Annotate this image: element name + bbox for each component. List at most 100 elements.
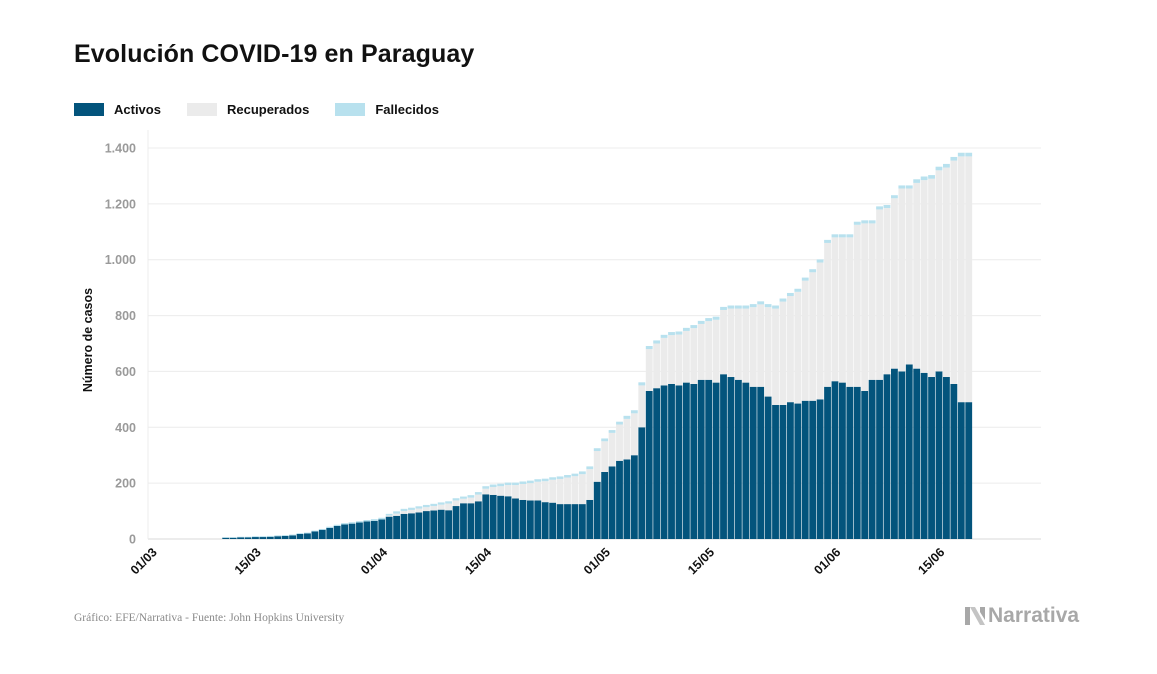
bar-recuperados xyxy=(526,483,534,501)
legend-swatch-activos xyxy=(74,103,104,116)
bar-fallecidos xyxy=(883,204,891,209)
bar-activos xyxy=(408,513,415,539)
bar-fallecidos xyxy=(772,305,779,309)
bar-activos xyxy=(519,499,527,539)
bar-activos xyxy=(816,399,824,539)
bar-activos xyxy=(734,379,742,539)
bar-fallecidos xyxy=(616,421,623,425)
bar-activos xyxy=(742,382,750,539)
bar-activos xyxy=(824,386,831,539)
bar-recuperados xyxy=(556,478,564,505)
bar-fallecidos xyxy=(660,334,668,338)
bar-fallecidos xyxy=(400,508,408,512)
bar-recuperados xyxy=(794,291,802,404)
legend-label-recuperados: Recuperados xyxy=(226,102,310,117)
bar-activos xyxy=(623,459,631,539)
bar-fallecidos xyxy=(289,534,296,536)
bar-fallecidos xyxy=(645,346,653,350)
bar-fallecidos xyxy=(304,532,311,534)
bar-recuperados xyxy=(630,413,638,456)
y-tick-label: 200 xyxy=(115,477,136,491)
bar-fallecidos xyxy=(809,269,817,273)
bar-fallecidos xyxy=(824,239,831,243)
bar-fallecidos xyxy=(363,520,371,522)
bar-fallecidos xyxy=(935,166,943,171)
bar-fallecidos xyxy=(259,536,267,538)
bar-fallecidos xyxy=(943,163,950,168)
bar-recuperados xyxy=(742,308,750,383)
bar-recuperados xyxy=(801,280,809,401)
bar-fallecidos xyxy=(816,259,824,263)
bar-activos xyxy=(430,510,438,539)
bar-fallecidos xyxy=(831,234,839,238)
bar-recuperados xyxy=(943,167,950,378)
bar-activos xyxy=(311,531,319,539)
bar-activos xyxy=(363,521,371,539)
bar-recuperados xyxy=(601,441,609,472)
bar-fallecidos xyxy=(474,492,482,495)
bar-activos xyxy=(794,403,802,539)
bar-fallecidos xyxy=(682,327,690,331)
bar-recuperados xyxy=(460,498,467,504)
bar-fallecidos xyxy=(229,537,237,538)
y-tick-label: 1.000 xyxy=(105,253,136,267)
bar-recuperados xyxy=(623,418,631,460)
bar-activos xyxy=(757,386,765,539)
bar-fallecidos xyxy=(564,475,571,478)
bar-recuperados xyxy=(891,198,898,369)
bar-activos xyxy=(549,502,557,539)
bar-fallecidos xyxy=(237,536,244,538)
bar-fallecidos xyxy=(281,535,289,536)
bar-recuperados xyxy=(415,508,423,513)
bar-fallecidos xyxy=(504,482,512,486)
bar-fallecidos xyxy=(794,288,802,292)
bar-fallecidos xyxy=(341,523,349,525)
bar-activos xyxy=(690,384,698,539)
chart-title: Evolución COVID-19 en Paraguay xyxy=(74,40,475,68)
bar-recuperados xyxy=(876,209,883,380)
bar-activos xyxy=(348,523,356,539)
bar-recuperados xyxy=(935,170,943,372)
bar-fallecidos xyxy=(497,483,505,487)
bar-recuperados xyxy=(816,262,824,400)
bar-fallecidos xyxy=(630,410,638,414)
bar-recuperados xyxy=(593,451,601,482)
legend-item-fallecidos: Fallecidos xyxy=(335,102,439,117)
bar-activos xyxy=(244,537,252,539)
bar-recuperados xyxy=(682,330,690,383)
bar-activos xyxy=(668,384,675,539)
bar-activos xyxy=(593,481,601,539)
bar-activos xyxy=(415,512,423,539)
bar-recuperados xyxy=(578,474,586,505)
bar-activos xyxy=(266,536,274,539)
legend-label-fallecidos: Fallecidos xyxy=(375,102,439,117)
bar-fallecidos xyxy=(697,320,705,324)
bar-fallecidos xyxy=(593,448,601,452)
bar-fallecidos xyxy=(422,504,430,508)
legend-item-activos: Activos xyxy=(74,102,161,117)
narrativa-logo-icon xyxy=(965,607,985,625)
bar-fallecidos xyxy=(348,522,356,524)
bar-recuperados xyxy=(705,321,713,380)
brand-logo: Narrativa xyxy=(964,604,1079,628)
bar-activos xyxy=(564,504,571,539)
bar-recuperados xyxy=(408,509,415,514)
bar-activos xyxy=(965,402,973,539)
legend-item-recuperados: Recuperados xyxy=(186,102,310,117)
x-tick-label: 15/04 xyxy=(462,545,494,577)
bar-fallecidos xyxy=(460,496,467,499)
y-axis: 0 200 400 600 800 1.000 1.200 1.400 xyxy=(105,142,136,547)
bar-fallecidos xyxy=(876,206,883,210)
bar-fallecidos xyxy=(779,298,787,302)
bar-activos xyxy=(512,498,519,539)
bar-activos xyxy=(504,496,512,539)
bar-activos xyxy=(326,527,334,539)
bar-activos xyxy=(905,364,913,539)
bar-activos xyxy=(356,522,363,539)
bar-recuperados xyxy=(727,308,735,378)
bar-fallecidos xyxy=(326,526,334,528)
legend-swatch-fallecidos xyxy=(335,103,366,116)
bar-fallecidos xyxy=(861,220,869,224)
bar-fallecidos xyxy=(675,331,683,335)
bar-fallecidos xyxy=(571,473,579,477)
